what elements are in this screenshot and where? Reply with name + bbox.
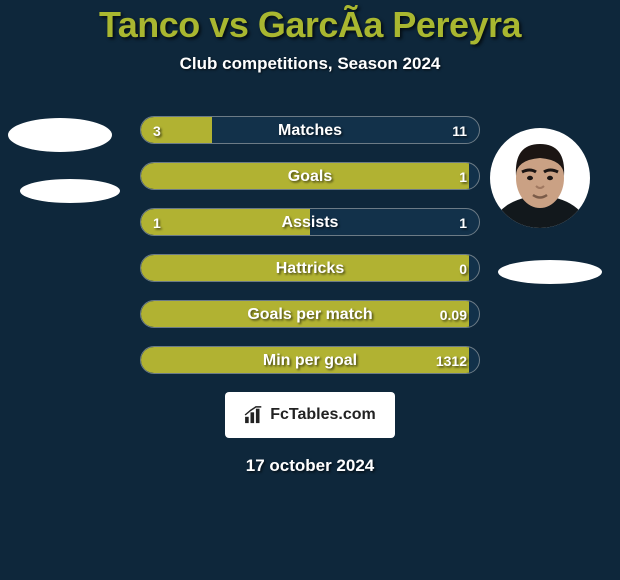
stat-value-right: 1 [459,163,467,190]
stat-value-right: 0 [459,255,467,282]
stat-label: Assists [141,209,479,236]
comparison-bars: Matches311Goals1Assists11Hattricks0Goals… [140,116,480,374]
stat-label: Min per goal [141,347,479,374]
stat-value-left: 3 [153,117,161,144]
stat-row: Matches3 11 [140,116,480,144]
subtitle: Club competitions, Season 2024 [0,54,620,74]
stat-row: Hattricks0 [140,254,480,282]
stat-label: Goals [141,163,479,190]
stat-row: Goals1 [140,162,480,190]
page-title: Tanco vs GarcÃ­a Pereyra [0,4,620,46]
stat-value-right: 1312 [436,347,467,374]
stat-label: Goals per match [141,301,479,328]
stat-label: Matches [141,117,479,144]
stat-value-right: 1 [459,209,467,236]
content: Tanco vs GarcÃ­a Pereyra Club competitio… [0,0,620,476]
stat-value-left: 1 [153,209,161,236]
stat-row: Goals per match0.09 [140,300,480,328]
stat-row: Assists1 1 [140,208,480,236]
stat-value-right: 0.09 [440,301,467,328]
fctables-badge-text: FcTables.com [270,406,376,424]
stat-label: Hattricks [141,255,479,282]
stat-row: Min per goal1312 [140,346,480,374]
fctables-icon [244,406,266,424]
stat-value-right: 11 [452,117,467,144]
date-text: 17 october 2024 [0,456,620,476]
fctables-badge[interactable]: FcTables.com [225,392,395,438]
